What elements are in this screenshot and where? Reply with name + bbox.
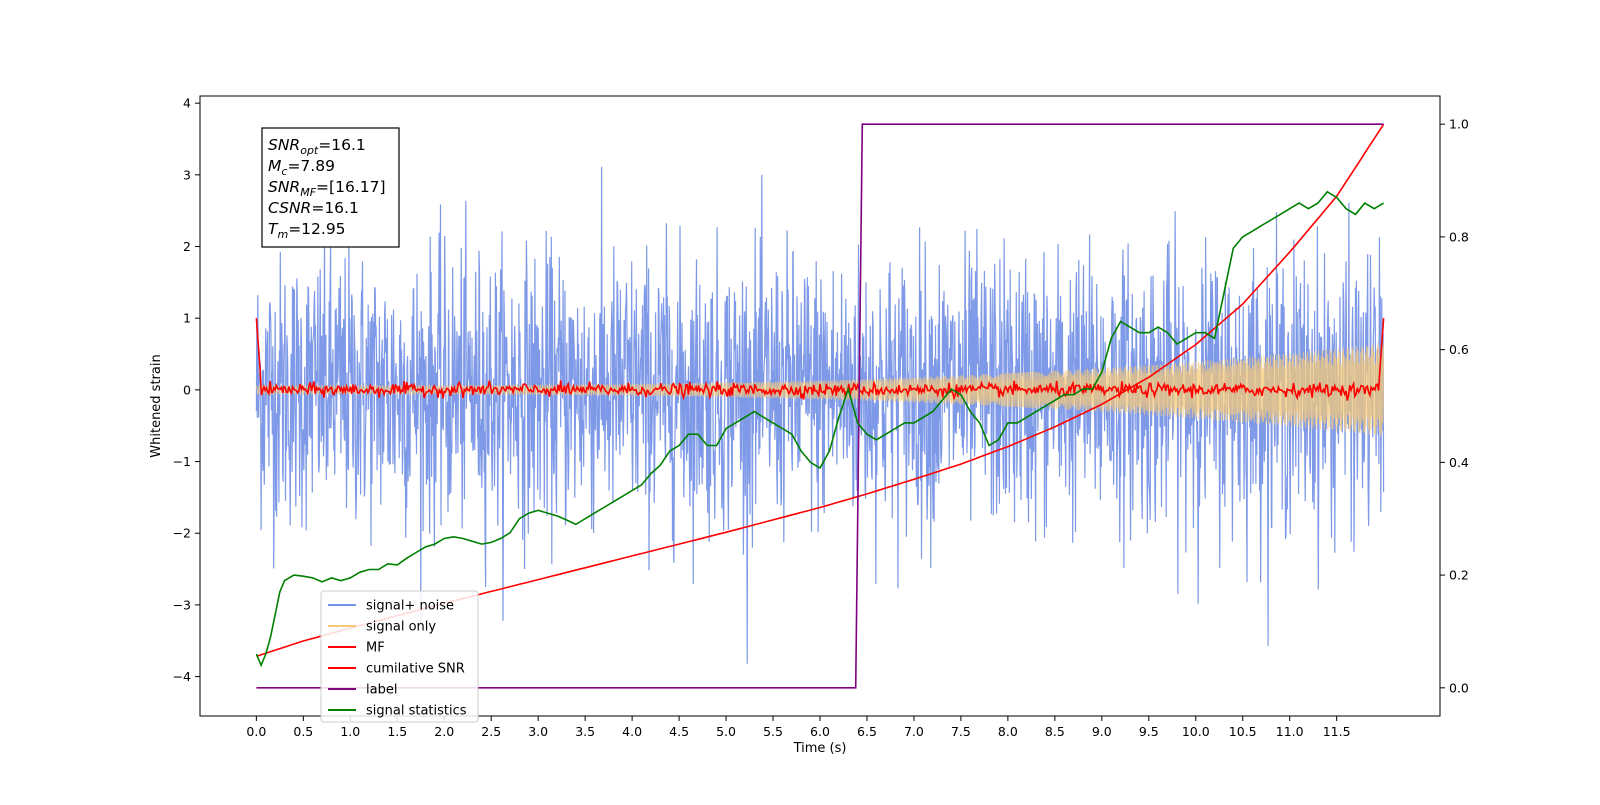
info-line-value: =12.95 [288, 220, 345, 238]
info-line: SNRopt=16.1 [268, 136, 366, 157]
x-tick-label: 3.0 [528, 724, 548, 739]
info-line-subscript: m [277, 228, 288, 241]
x-tick-label: 10.0 [1182, 724, 1210, 739]
x-tick-label: 9.0 [1092, 724, 1112, 739]
x-tick-label: 10.5 [1229, 724, 1257, 739]
series-mf [255, 318, 1385, 401]
y-left-tick-label: −3 [173, 597, 191, 612]
y-left-tick-label: 4 [183, 96, 191, 111]
x-tick-label: 7.5 [951, 724, 971, 739]
x-tick-label: 1.0 [340, 724, 360, 739]
x-tick-label: 8.0 [998, 724, 1018, 739]
legend-label: signal+ noise [366, 599, 454, 614]
legend-frame [320, 590, 479, 723]
legend-label: signal statistics [366, 704, 467, 719]
x-tick-label: 0.0 [246, 724, 266, 739]
x-tick-label: 2.5 [481, 724, 501, 739]
x-tick-label: 8.5 [1045, 724, 1065, 739]
y-right-tick-label: 1.0 [1449, 117, 1469, 132]
x-tick-label: 11.5 [1323, 724, 1351, 739]
x-tick-label: 2.0 [434, 724, 454, 739]
info-line-symbol: M [268, 157, 281, 175]
series-signal-statistics [255, 190, 1385, 668]
info-line-subscript: MF [300, 186, 316, 199]
legend: signal+ noise signal only MF cumilative SNR… [320, 590, 479, 723]
y-left-tick-label: −1 [173, 454, 191, 469]
y-axis-left: −4 −3 −2 −1 0 1 2 3 4 [173, 96, 200, 684]
x-tick-label: 1.5 [387, 724, 407, 739]
info-line-symbol: T [268, 220, 279, 238]
info-line-subscript: c [281, 165, 287, 178]
legend-label: MF [366, 641, 385, 656]
x-tick-label: 6.0 [810, 724, 830, 739]
legend-label: signal only [366, 620, 436, 635]
y-left-tick-label: 2 [183, 239, 191, 254]
y-right-tick-label: 0.4 [1449, 455, 1469, 470]
x-tick-label: 4.0 [622, 724, 642, 739]
y-right-tick-label: 0.6 [1449, 342, 1469, 357]
info-line-value: =7.89 [287, 157, 335, 175]
x-tick-label: 5.0 [716, 724, 736, 739]
info-box-frame [261, 127, 400, 248]
info-line-symbol: SNR [268, 136, 300, 154]
x-axis: 0.0 0.5 1.0 1.5 2.0 2.5 3.0 3.5 4.0 4.5 5.0 5.5 6.0 6… [246, 716, 1351, 739]
info-line-symbol: SNR [268, 178, 300, 196]
x-tick-label: 6.5 [857, 724, 877, 739]
series-label [256, 123, 1384, 689]
x-axis-label: Time (s) [793, 741, 847, 756]
x-tick-label: 4.5 [669, 724, 689, 739]
y-axis-right: 0.0 0.2 0.4 0.6 0.8 1.0 [1440, 117, 1469, 695]
info-line-subscript: opt [300, 144, 319, 157]
y-left-tick-label: 3 [183, 167, 191, 182]
y-left-tick-label: −2 [173, 526, 191, 541]
info-line: Tm=12.95 [268, 220, 346, 241]
info-line-value: =16.1 [311, 199, 359, 217]
x-tick-label: 3.5 [575, 724, 595, 739]
y-left-tick-label: −4 [173, 669, 191, 684]
x-tick-label: 5.5 [763, 724, 783, 739]
info-line-value: =16.1 [318, 136, 366, 154]
y-axis-left-label: Whitened strain [149, 354, 164, 457]
y-left-tick-label: 1 [183, 311, 191, 326]
info-line-symbol: CSNR [268, 199, 311, 217]
info-line: Mc=7.89 [268, 157, 335, 178]
legend-label: label [366, 683, 397, 698]
legend-label: cumilative SNR [366, 662, 465, 677]
y-right-tick-label: 0.8 [1449, 229, 1469, 244]
y-right-tick-label: 0.2 [1449, 568, 1469, 583]
x-tick-label: 7.0 [904, 724, 924, 739]
info-line: SNRMF=[16.17] [268, 178, 386, 199]
series-signal-only [255, 343, 1385, 437]
info-annotation: SNRopt=16.1Mc=7.89SNRMF=[16.17]CSNR=16.1… [261, 127, 400, 248]
info-line: CSNR=16.1 [268, 199, 359, 217]
x-tick-label: 0.5 [293, 724, 313, 739]
y-left-tick-label: 0 [183, 382, 191, 397]
x-tick-label: 9.5 [1139, 724, 1159, 739]
y-right-tick-label: 0.0 [1449, 680, 1469, 695]
x-tick-label: 11.0 [1276, 724, 1304, 739]
info-line-value: =[16.17] [316, 178, 385, 196]
